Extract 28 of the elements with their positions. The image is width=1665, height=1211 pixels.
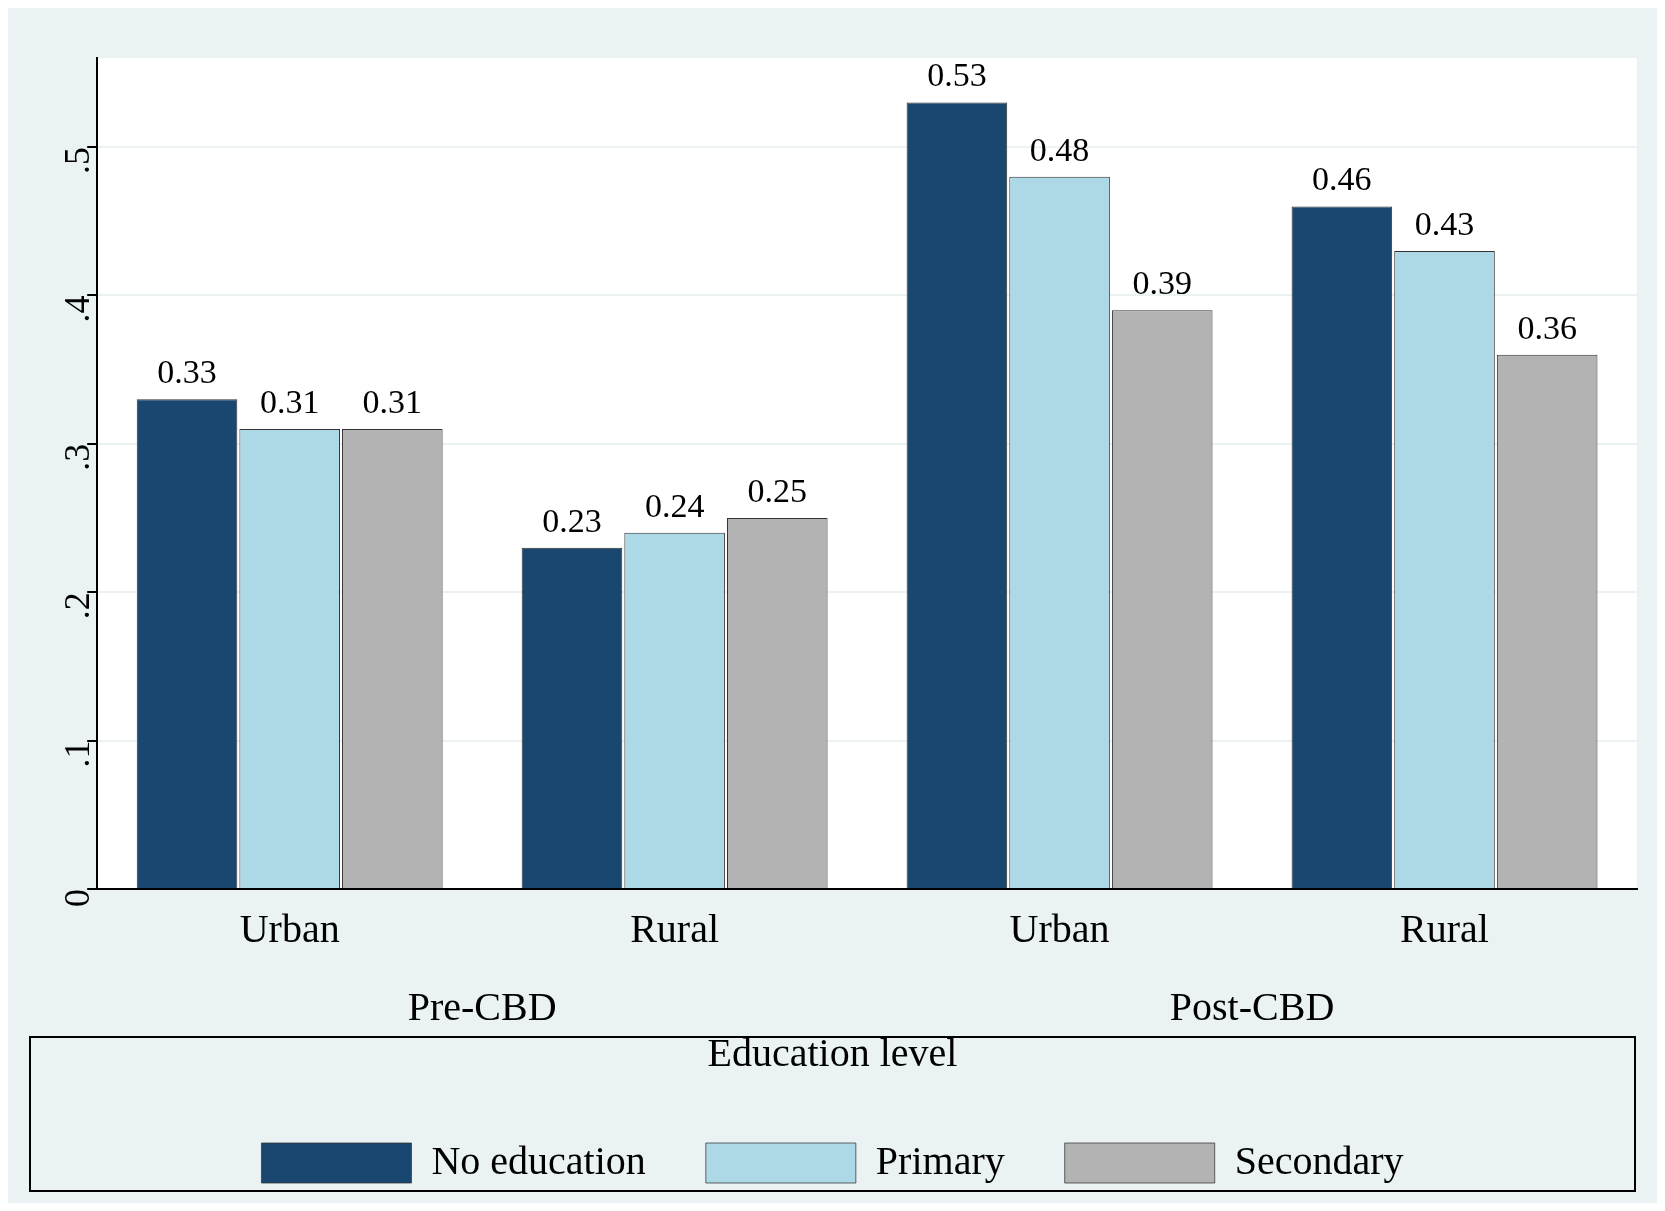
data-label: 0.43 <box>1414 204 1475 242</box>
legend-title: Education level <box>707 1029 958 1075</box>
data-label: 0.48 <box>1029 130 1090 168</box>
data-label: 0.23 <box>542 501 602 539</box>
x-tick-label: Rural <box>1400 905 1489 951</box>
y-tick-label: .1 <box>56 740 97 768</box>
data-label: 0.24 <box>644 486 705 524</box>
data-label: 0.33 <box>157 353 217 391</box>
y-tick-label: 0 <box>56 889 97 907</box>
text: Post-CBD <box>1169 983 1335 1029</box>
x-tick-label: Urban <box>239 905 340 951</box>
x-tick-label: Urban <box>1009 905 1110 951</box>
data-label: 0.25 <box>747 471 808 509</box>
data-label: 0.36 <box>1517 308 1577 346</box>
data-label: 0.53 <box>927 56 987 94</box>
data-label: 0.39 <box>1132 264 1192 302</box>
y-tick-label: .4 <box>56 295 97 323</box>
y-tick-label: .3 <box>56 443 97 471</box>
data-label: 0.31 <box>259 382 320 420</box>
x-tick-label: Rural <box>630 905 720 951</box>
y-tick-label: .2 <box>56 592 97 620</box>
y-tick-label: .5 <box>56 147 97 175</box>
legend-label: No education <box>431 1137 646 1183</box>
text: Pre-CBD <box>407 983 557 1029</box>
legend-label: Secondary <box>1234 1137 1404 1183</box>
data-label: 0.31 <box>362 382 423 420</box>
data-label: 0.46 <box>1312 160 1372 198</box>
legend-label: Primary <box>875 1137 1005 1183</box>
